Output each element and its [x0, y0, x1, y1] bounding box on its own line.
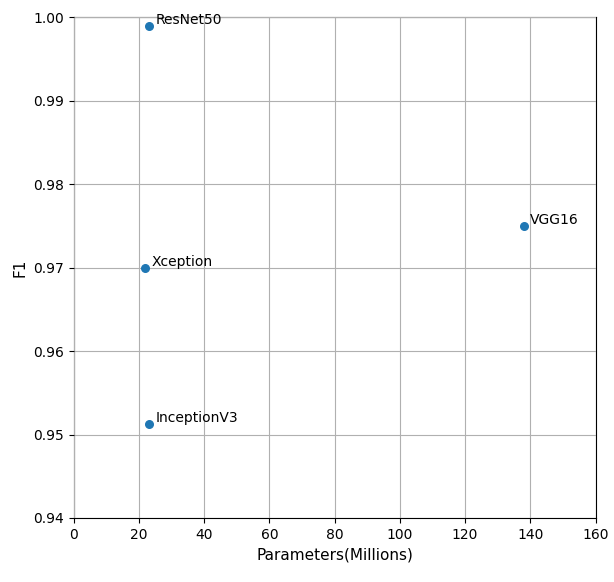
X-axis label: Parameters(Millions): Parameters(Millions) [256, 547, 413, 562]
Y-axis label: F1: F1 [12, 258, 28, 277]
Point [144, 21, 154, 30]
Text: InceptionV3: InceptionV3 [155, 411, 238, 425]
Point [519, 221, 529, 230]
Text: ResNet50: ResNet50 [155, 13, 222, 27]
Text: Xception: Xception [152, 255, 213, 269]
Point [141, 263, 150, 272]
Text: VGG16: VGG16 [530, 214, 579, 228]
Point [144, 419, 154, 428]
